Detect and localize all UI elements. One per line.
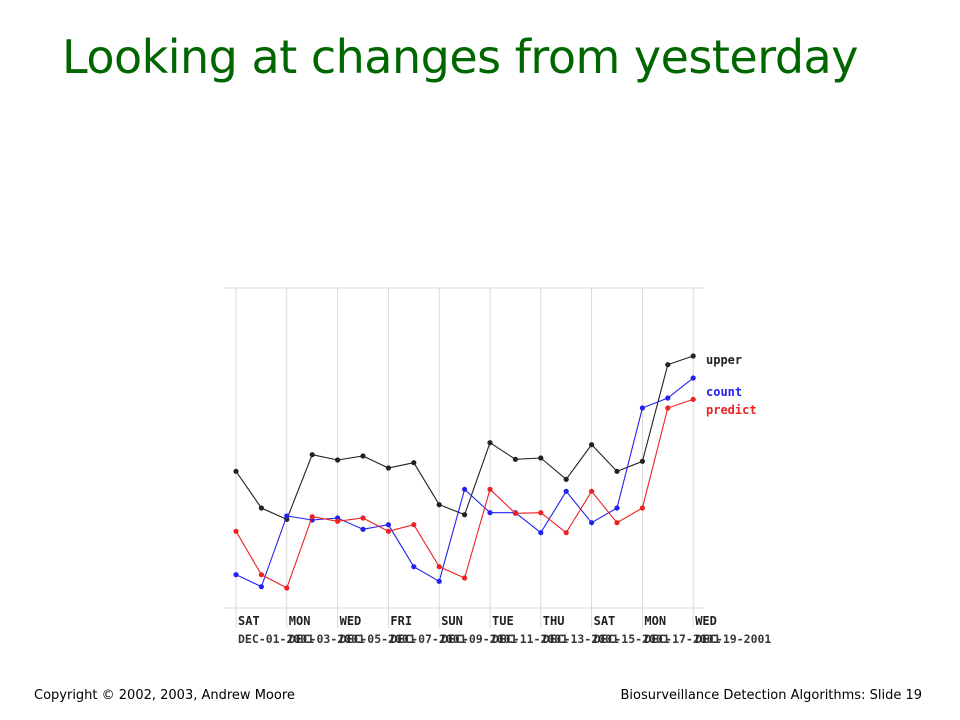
data-point-upper xyxy=(665,362,671,368)
data-point-upper xyxy=(233,468,239,474)
data-point-predict xyxy=(284,585,290,591)
data-point-upper xyxy=(436,502,442,508)
data-point-upper xyxy=(411,460,417,466)
chart-legend: upper count predict xyxy=(706,353,757,417)
data-point-predict xyxy=(335,518,341,524)
x-tick-date-label: DEC-01-2001 xyxy=(238,632,314,646)
data-point-count xyxy=(589,520,595,526)
data-point-count xyxy=(690,375,696,381)
data-point-predict xyxy=(639,505,646,511)
legend-label-count: count xyxy=(706,385,742,399)
chart-series xyxy=(233,353,696,591)
slide-title: Looking at changes from yesterday xyxy=(62,30,858,84)
x-tick-date-label: DEC-05-2001 xyxy=(340,632,416,646)
legend-label-upper: upper xyxy=(706,353,742,367)
x-tick-day-label: WED xyxy=(340,614,362,628)
series-line-upper xyxy=(235,355,694,521)
x-tick-day-label: THU xyxy=(543,614,565,628)
series-line-count xyxy=(235,377,694,588)
data-point-predict xyxy=(360,515,366,521)
copyright-footer: Copyright © 2002, 2003, Andrew Moore xyxy=(34,688,295,703)
data-point-upper xyxy=(309,452,315,458)
x-tick-date-label: DEC-09-2001 xyxy=(441,632,517,646)
data-point-predict xyxy=(462,575,468,581)
data-point-predict xyxy=(436,564,442,570)
data-point-upper xyxy=(360,453,366,459)
data-point-predict xyxy=(614,520,620,526)
data-point-count xyxy=(233,572,239,578)
data-point-upper xyxy=(614,468,620,474)
data-point-predict xyxy=(385,528,391,534)
data-point-predict xyxy=(411,522,417,528)
data-point-predict xyxy=(309,514,315,520)
slide-number-footer: Biosurveillance Detection Algorithms: Sl… xyxy=(620,688,923,703)
data-point-upper xyxy=(512,456,519,462)
data-point-count xyxy=(563,488,569,494)
data-point-count xyxy=(665,395,671,401)
x-tick-day-label: SAT xyxy=(238,614,260,628)
data-point-count xyxy=(284,513,290,519)
data-point-upper xyxy=(563,476,569,482)
data-point-upper xyxy=(639,458,646,464)
data-point-predict xyxy=(563,530,569,536)
data-point-predict xyxy=(233,528,239,534)
x-tick-day-label: TUE xyxy=(492,614,514,628)
data-point-upper xyxy=(335,457,341,463)
data-point-predict xyxy=(589,488,595,494)
chart-x-axis: SAT MON WED FRI SUN TUE THU SAT MON WED DEC-01-200… xyxy=(238,614,771,646)
x-tick-date-label: DEC-11-2001 xyxy=(492,632,568,646)
data-point-upper xyxy=(258,505,264,511)
data-point-count xyxy=(258,584,264,590)
data-point-count xyxy=(538,530,544,536)
data-point-upper xyxy=(538,455,544,461)
data-point-predict xyxy=(487,486,493,492)
x-tick-date-label: DEC-19-2001 xyxy=(695,632,771,646)
x-tick-day-label: SAT xyxy=(594,614,616,628)
data-point-count xyxy=(411,564,417,570)
x-tick-day-label: FRI xyxy=(390,614,412,628)
data-point-upper xyxy=(462,512,468,518)
series-line-predict xyxy=(235,398,694,589)
legend-label-predict: predict xyxy=(706,403,757,417)
data-point-count xyxy=(360,526,366,532)
data-point-count xyxy=(639,405,646,411)
x-tick-day-label: MON xyxy=(289,614,311,628)
data-point-upper xyxy=(385,465,391,471)
data-point-predict xyxy=(512,510,519,516)
x-tick-day-label: MON xyxy=(644,614,666,628)
data-point-upper xyxy=(690,353,696,359)
x-tick-date-label: DEC-13-2001 xyxy=(543,632,619,646)
data-point-upper xyxy=(487,440,493,446)
x-tick-date-label: DEC-15-2001 xyxy=(594,632,670,646)
x-tick-date-label: DEC-07-2001 xyxy=(390,632,466,646)
x-tick-day-label: SUN xyxy=(441,614,463,628)
data-point-count xyxy=(462,486,468,492)
data-point-count xyxy=(385,522,391,528)
data-point-predict xyxy=(665,405,671,411)
x-tick-date-label: DEC-17-2001 xyxy=(644,632,720,646)
x-tick-day-label: WED xyxy=(695,614,717,628)
data-point-predict xyxy=(690,396,696,402)
x-tick-date-label: DEC-03-2001 xyxy=(289,632,365,646)
data-point-count xyxy=(487,510,493,516)
data-point-predict xyxy=(538,510,544,516)
data-point-predict xyxy=(258,572,264,578)
data-point-upper xyxy=(589,442,595,448)
data-point-count xyxy=(436,578,442,584)
chart-grid xyxy=(224,287,704,628)
data-point-count xyxy=(614,505,620,511)
